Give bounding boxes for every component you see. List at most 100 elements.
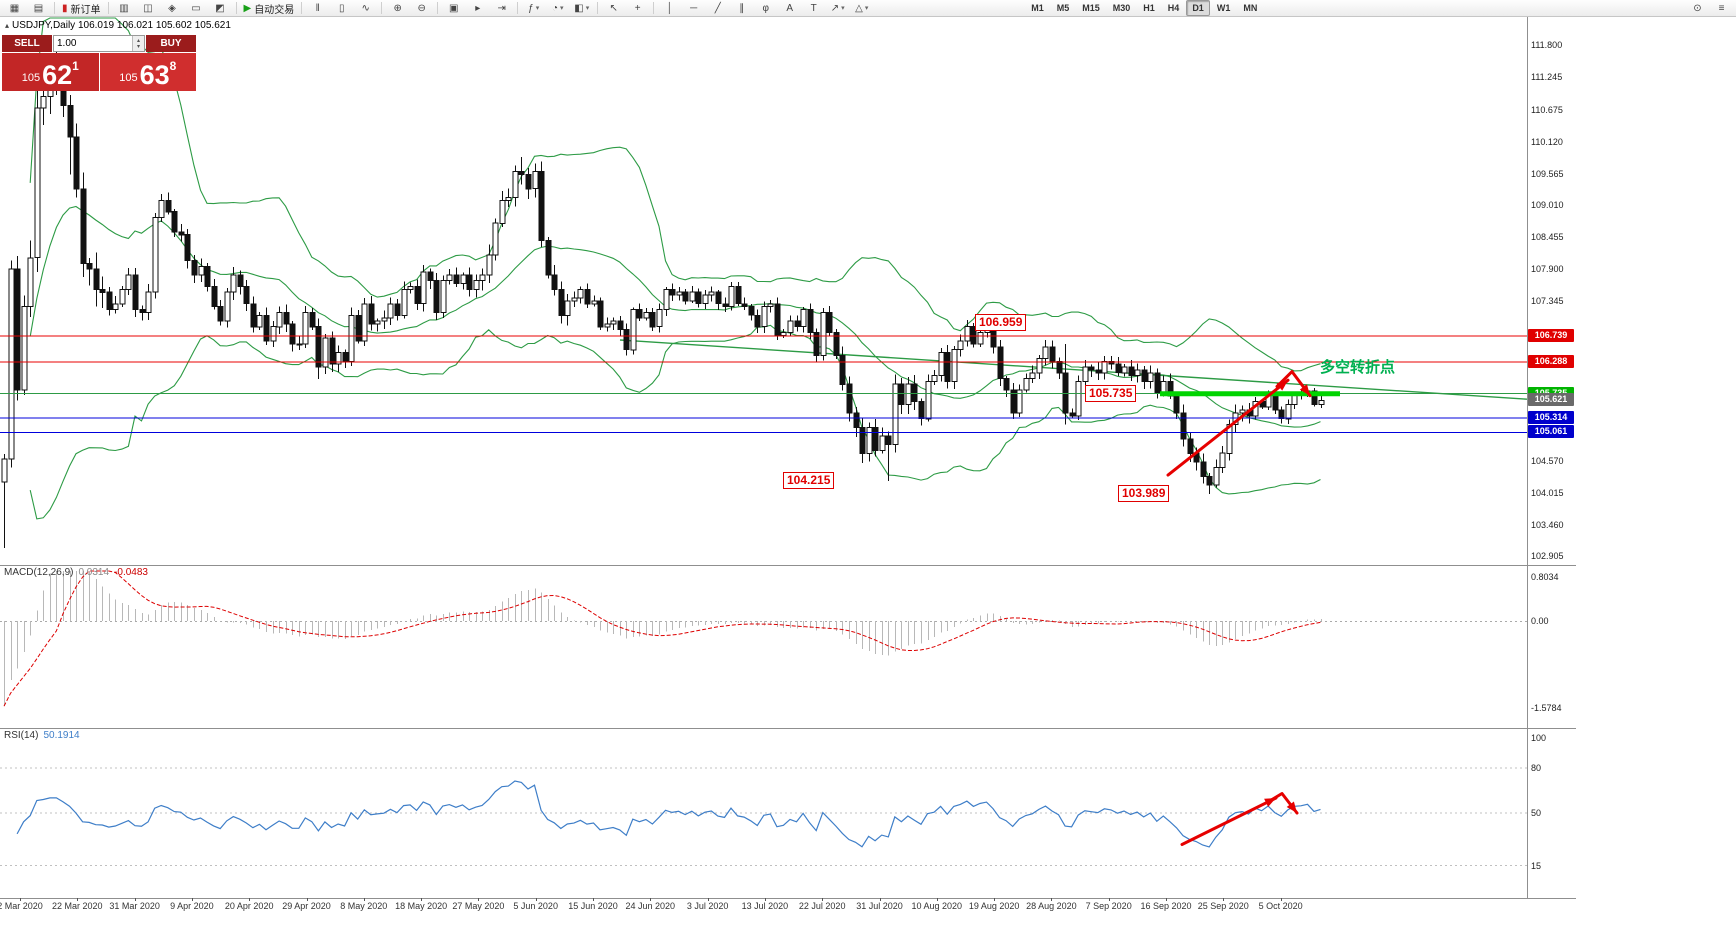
data-window-icon[interactable]: ◫ — [137, 0, 160, 17]
timeframe-H4[interactable]: H4 — [1167, 3, 1180, 13]
timeframe-M15[interactable]: M15 — [1082, 3, 1100, 13]
label-icon[interactable]: T — [802, 0, 825, 17]
market-watch-icon: ▥ — [119, 2, 129, 14]
toolbar-separator — [235, 2, 237, 14]
volume-up-icon[interactable]: ▴ — [136, 37, 140, 44]
timeframe-W1[interactable]: W1 — [1216, 3, 1231, 13]
window-list-icon: ≡ — [1718, 2, 1725, 14]
toolbar: ▦ ▤ ▮ 新订单 ▥ ◫ ◈ ▭ ◩ ▶ 自动交易 ‖ ▯ ∿ ⊕ ⊖ ▣ ▸ ⇥ ƒ ▾ ◔ ▾ ◧ ▾ ↖ + │ ─ ╱ ∥ φ A T ↗… — [0, 0, 1736, 17]
symbol-name: USDJPY,Daily — [12, 20, 76, 31]
price-axis-label: 102.905 — [1531, 551, 1564, 562]
candlestick-chart-icon[interactable]: ▯ — [330, 0, 353, 17]
vertical-line-icon[interactable]: │ — [658, 0, 681, 17]
magnifier-icon: ⊙ — [1693, 2, 1702, 14]
line-chart-icon: ∿ — [361, 2, 370, 14]
rsi-indicator-label: RSI(14) 50.1914 — [4, 730, 80, 741]
symbol-ohlc: 106.019 106.021 105.602 105.621 — [77, 20, 231, 31]
bid-price-box[interactable]: 105 62 1 — [2, 53, 99, 91]
fibonacci-icon[interactable]: φ — [754, 0, 777, 17]
periods-icon[interactable]: ◔ ▾ — [546, 0, 569, 17]
macd-signal-line — [3, 570, 1321, 707]
trendline-icon[interactable]: ╱ — [706, 0, 729, 17]
magnifier-icon[interactable]: ⊙ — [1686, 0, 1709, 17]
templates-icon: ◧ — [574, 2, 584, 14]
date-axis-label: 5 Oct 2020 — [1258, 901, 1303, 911]
date-axis-label: 18 May 2020 — [395, 901, 448, 911]
date-axis-label: 2 Mar 2020 — [0, 901, 43, 911]
crosshair-icon[interactable]: + — [626, 0, 649, 17]
turning-point-annotation[interactable]: 多空转折点 — [1320, 359, 1396, 376]
price-label-flag[interactable]: 104.215 — [783, 472, 835, 490]
autotrading-button[interactable]: ▶ 自动交易 — [241, 0, 298, 17]
timeframe-MN[interactable]: MN — [1243, 3, 1258, 13]
chevron-down-icon: ▾ — [535, 5, 540, 12]
text-icon[interactable]: A — [778, 0, 801, 17]
one-click-collapse-icon[interactable]: ▴ — [5, 21, 10, 30]
toolbar-separator — [437, 2, 439, 14]
trend-arrow-main-0[interactable] — [1166, 378, 1290, 477]
price-label-flag[interactable]: 103.989 — [1118, 485, 1170, 503]
timeframe-D1[interactable]: D1 — [1186, 0, 1210, 16]
timeframe-H1[interactable]: H1 — [1143, 3, 1155, 13]
indicators-icon[interactable]: ƒ ▾ — [522, 0, 545, 17]
candlestick-chart-icon: ▯ — [338, 2, 345, 14]
price-axis-label: 103.460 — [1531, 519, 1564, 530]
shapes-icon[interactable]: △ ▾ — [850, 0, 873, 17]
price-axis-label: 107.900 — [1531, 264, 1564, 275]
chart-shift-icon: ⇥ — [497, 2, 506, 14]
timeframe-M5[interactable]: M5 — [1056, 3, 1070, 13]
bid-prefix: 105 — [21, 72, 41, 84]
auto-scroll-icon[interactable]: ▸ — [466, 0, 489, 17]
market-watch-icon[interactable]: ▥ — [113, 0, 136, 17]
channel-icon: ∥ — [739, 2, 745, 14]
arrows-icon[interactable]: ↗ ▾ — [826, 0, 849, 17]
price-label-flag[interactable]: 106.959 — [975, 314, 1027, 332]
navigator-icon[interactable]: ◈ — [161, 0, 184, 17]
text-icon: A — [786, 2, 794, 14]
new-order-button[interactable]: ▮ 新订单 — [59, 0, 104, 17]
zoom-in-icon[interactable]: ⊕ — [386, 0, 409, 17]
timeframe-M30[interactable]: M30 — [1112, 3, 1131, 13]
vertical-line-icon: │ — [666, 2, 673, 14]
toolbar-separator — [301, 2, 303, 14]
terminal-icon[interactable]: ▭ — [185, 0, 208, 17]
chevron-down-icon: ▾ — [841, 5, 845, 12]
price-tag: 105.061 — [1528, 425, 1574, 439]
line-chart-icon[interactable]: ∿ — [354, 0, 377, 17]
shapes-icon: △ — [855, 2, 863, 14]
window-list-icon[interactable]: ≡ — [1710, 0, 1733, 17]
volume-input[interactable] — [54, 36, 132, 51]
volume-down-icon[interactable]: ▾ — [136, 43, 140, 50]
strategy-tester-icon[interactable]: ◩ — [209, 0, 232, 17]
cursor-icon[interactable]: ↖ — [602, 0, 625, 17]
symbol-info: ▴ USDJPY,Daily 106.019 106.021 105.602 10… — [5, 20, 231, 31]
indicators-icon: ƒ — [528, 2, 534, 14]
bar-chart-icon[interactable]: ‖ — [306, 0, 329, 17]
date-axis-label: 19 Aug 2020 — [968, 901, 1020, 911]
profiles-icon[interactable]: ▤ — [27, 0, 50, 17]
price-label-flag[interactable]: 105.735 — [1085, 384, 1137, 402]
sell-button[interactable]: SELL — [2, 35, 52, 52]
horizontal-line-icon[interactable]: ─ — [682, 0, 705, 17]
new-order-button-label: 新订单 — [70, 4, 101, 16]
timeframe-M1[interactable]: M1 — [1031, 3, 1044, 13]
periods-icon: ◔ — [551, 2, 558, 14]
rsi-axis-label: 80 — [1531, 763, 1542, 773]
trend-arrow-rsi-0[interactable] — [1180, 796, 1278, 846]
templates-icon[interactable]: ◧ ▾ — [570, 0, 593, 17]
ask-price-box[interactable]: 105 63 8 — [99, 53, 196, 91]
chart-shift-icon[interactable]: ⇥ — [490, 0, 513, 17]
new-chart-icon[interactable]: ▦ — [3, 0, 26, 17]
descending-trendline[interactable] — [619, 339, 1528, 400]
ask-prefix: 105 — [119, 72, 138, 84]
channel-icon[interactable]: ∥ — [730, 0, 753, 17]
buy-button[interactable]: BUY — [146, 35, 196, 52]
zoom-out-icon[interactable]: ⊖ — [410, 0, 433, 17]
trend-arrow-main-1-head — [1299, 384, 1310, 396]
toolbar-separator — [381, 2, 383, 14]
arrows-icon: ↗ — [830, 2, 840, 14]
tile-windows-icon[interactable]: ▣ — [442, 0, 465, 17]
